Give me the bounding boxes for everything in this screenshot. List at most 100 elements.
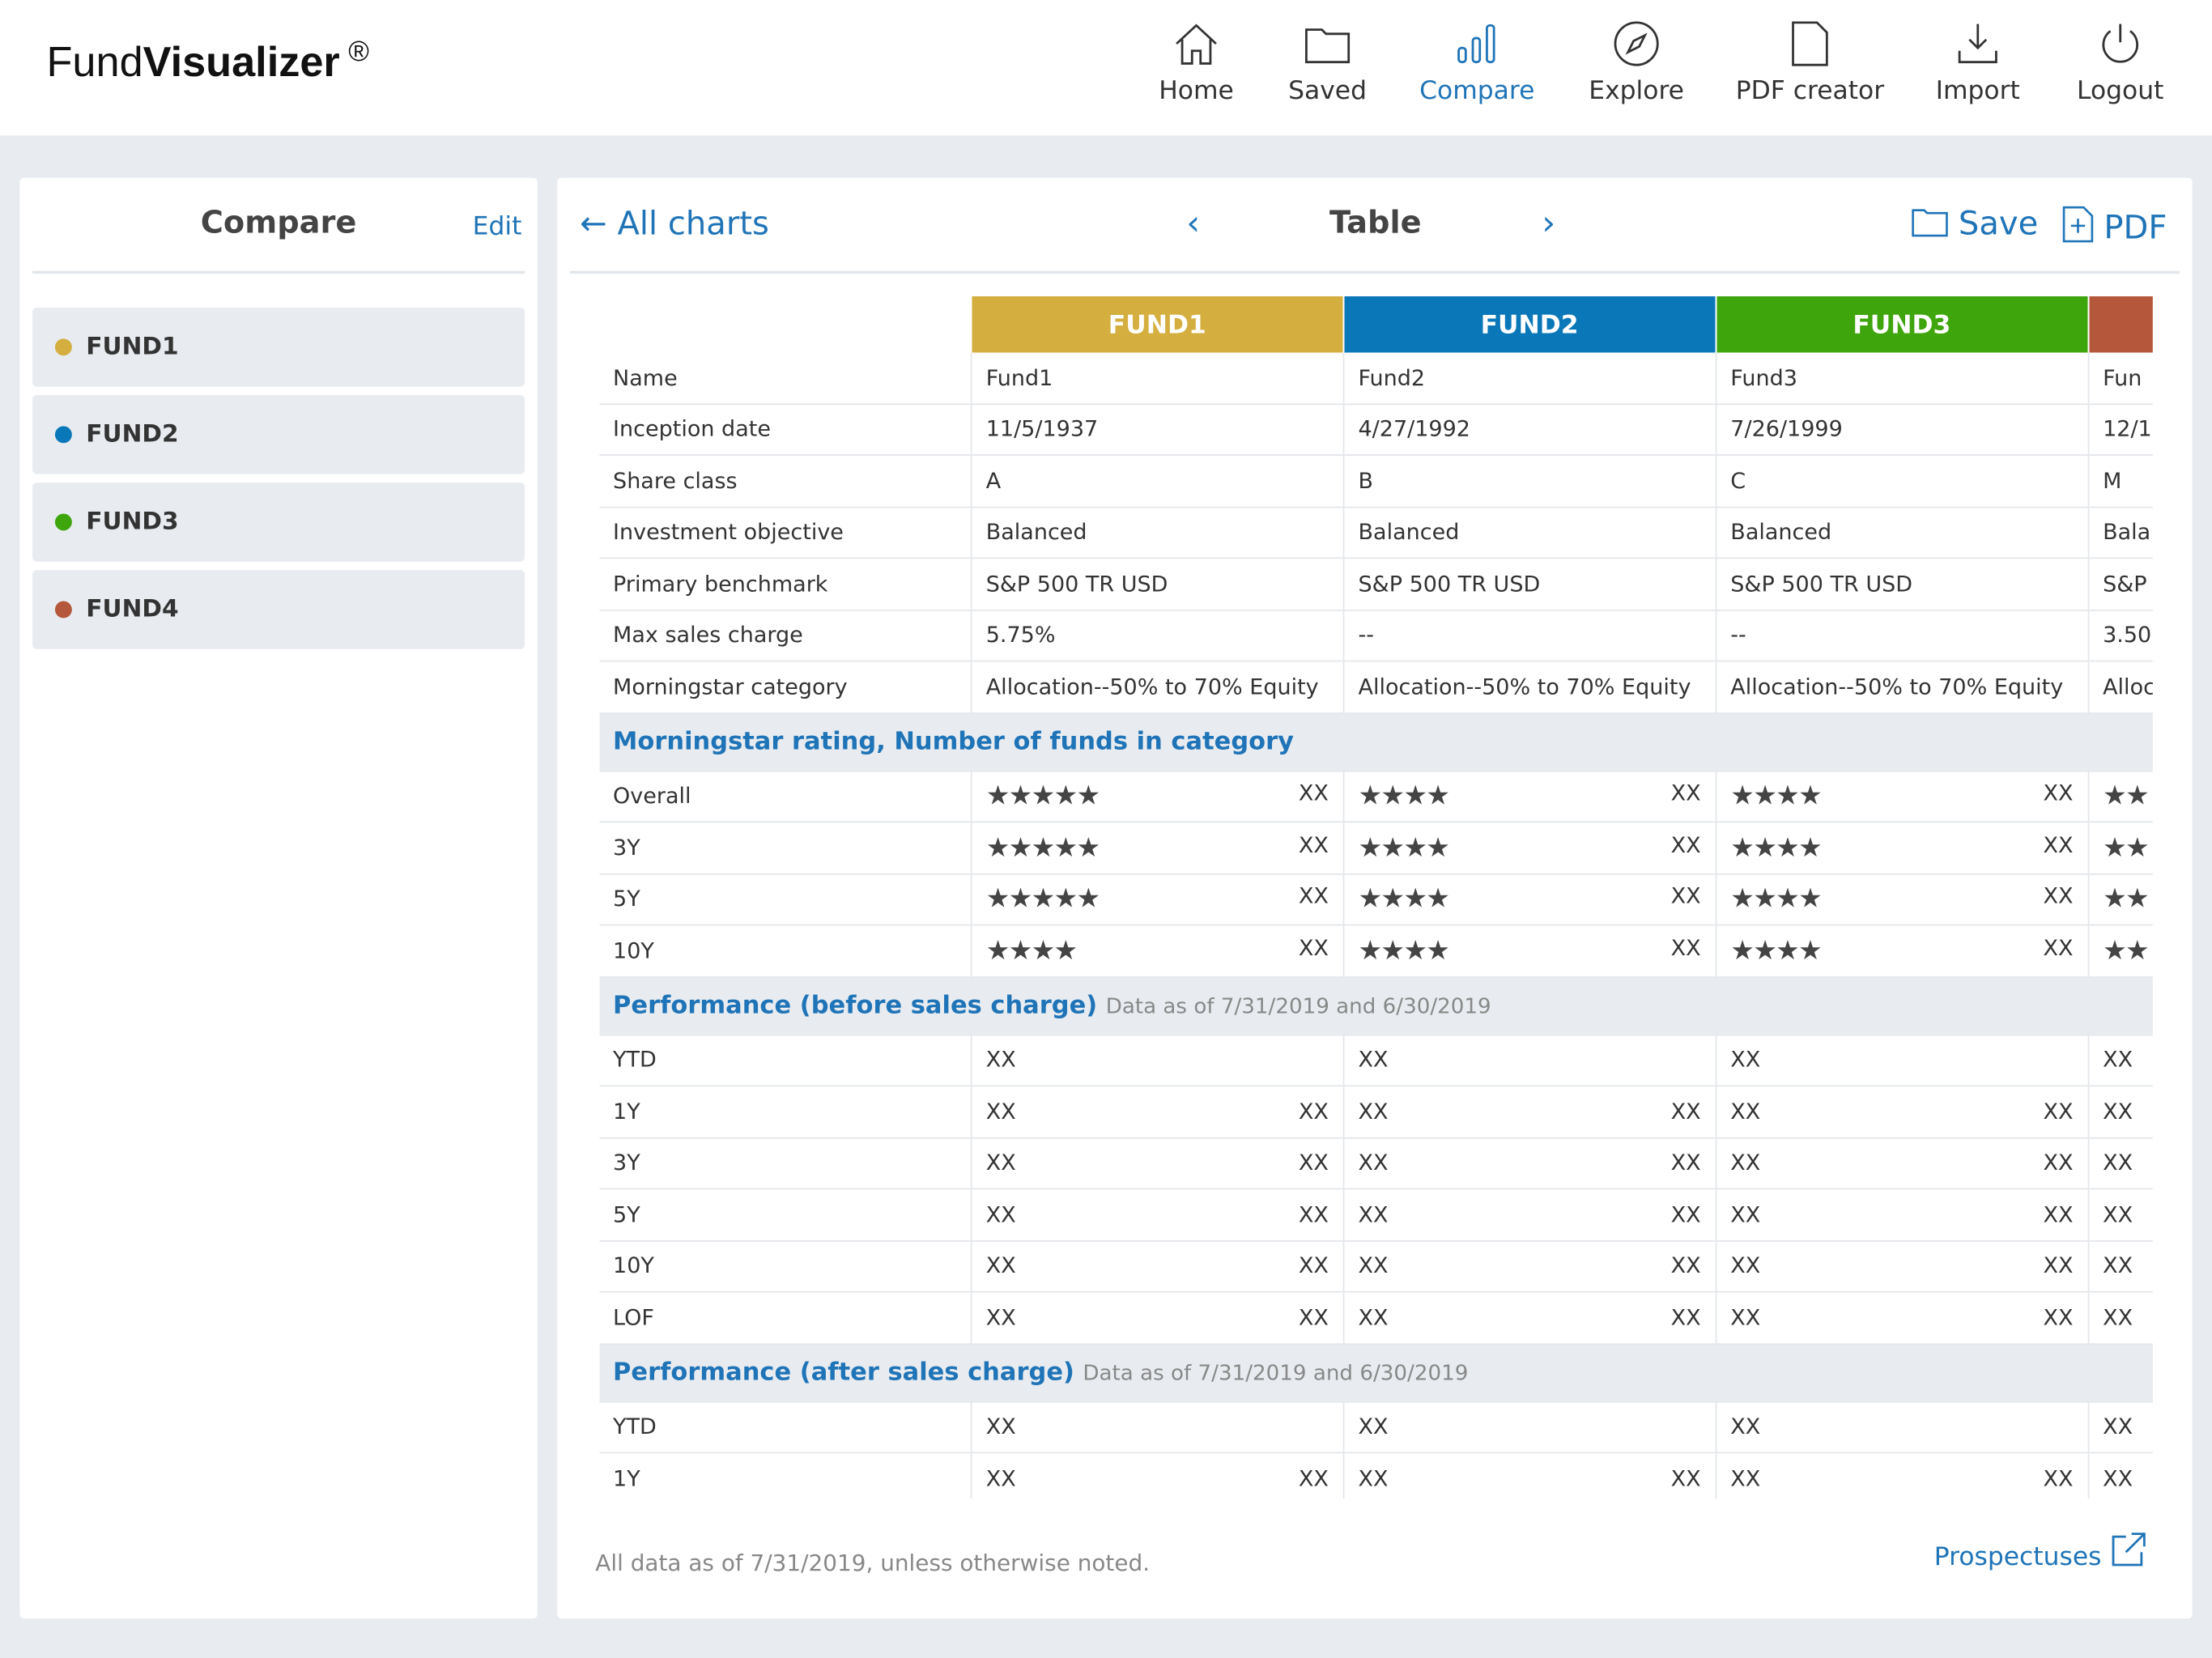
cell: XX ★★★★ bbox=[1715, 822, 2088, 874]
fund-count: XX bbox=[1298, 780, 1329, 806]
cell: Allocation--50% to 70% Equity bbox=[1342, 661, 1716, 714]
edit-link[interactable]: Edit bbox=[472, 211, 522, 242]
cell: XX bbox=[2087, 1137, 2153, 1190]
fund-header bbox=[2087, 296, 2153, 353]
cell-value: XX bbox=[1730, 1099, 1761, 1124]
cell: ★★ bbox=[2087, 770, 2153, 823]
cell: Fund3 bbox=[1715, 352, 2088, 405]
cell: Fund1 bbox=[970, 352, 1344, 405]
fund-button[interactable]: FUND2 bbox=[32, 395, 525, 474]
fund-dot bbox=[54, 338, 72, 356]
data-row: YTD XX XX XX XX bbox=[598, 1034, 2153, 1087]
fund-button[interactable]: FUND4 bbox=[32, 570, 525, 649]
fund-count: XX bbox=[1670, 935, 1701, 961]
cell-value: XX bbox=[1730, 1304, 1761, 1331]
cell: XX bbox=[1715, 1401, 2088, 1454]
row-label: Max sales charge bbox=[598, 609, 972, 662]
section-row: Performance (after sales charge) Data as … bbox=[598, 1343, 2153, 1402]
cell-value-right: XX bbox=[1298, 1099, 1329, 1124]
cell: XX bbox=[2087, 1452, 2153, 1499]
cell: XX XX bbox=[1342, 1188, 1716, 1241]
cell-value: XX bbox=[1358, 1304, 1389, 1331]
fund-button[interactable]: FUND3 bbox=[32, 483, 525, 562]
logo[interactable]: FundVisualizer ® bbox=[46, 36, 368, 87]
back-link[interactable]: ← All charts bbox=[580, 206, 769, 243]
prospectuses-link[interactable]: Prospectuses bbox=[1934, 1529, 2149, 1572]
data-row: 10Y XX ★★★★ XX ★★★★ XX ★★★★ ★★ bbox=[598, 925, 2153, 978]
nav-item[interactable]: Logout bbox=[2064, 19, 2176, 106]
cell-value: XX bbox=[985, 1150, 1016, 1176]
view-title: Table bbox=[1329, 206, 1422, 242]
cell: XX XX bbox=[970, 1291, 1344, 1345]
star-rating: ★★★★★ bbox=[985, 831, 1100, 864]
cell-value: XX bbox=[985, 1304, 1016, 1331]
cell-value-right: XX bbox=[1298, 1150, 1329, 1176]
section-note: Data as of 7/31/2019 and 6/30/2019 bbox=[1105, 993, 1491, 1018]
save-button[interactable]: Save bbox=[1912, 206, 2038, 243]
logo-text: Fund bbox=[46, 39, 143, 87]
cell: Balanced bbox=[1342, 506, 1716, 559]
nav-item[interactable]: Explore bbox=[1577, 19, 1695, 106]
section-cell: Performance (after sales charge) Data as … bbox=[598, 1343, 2153, 1402]
cell: XX XX bbox=[1715, 1240, 2088, 1293]
section-title: Performance (before sales charge) bbox=[613, 991, 1098, 1020]
cell: XX ★★★★ bbox=[1342, 925, 1716, 978]
row-label: 3Y bbox=[598, 822, 972, 874]
next-button[interactable]: › bbox=[1542, 202, 1556, 243]
row-label: Share class bbox=[598, 455, 972, 508]
fund-count: XX bbox=[1298, 935, 1329, 961]
cell: 7/26/1999 bbox=[1715, 403, 2088, 456]
pdf-button[interactable]: PDF bbox=[2062, 206, 2167, 247]
fund-count: XX bbox=[1670, 780, 1701, 806]
section-title: Performance (after sales charge) bbox=[613, 1358, 1074, 1387]
cell: 5.75% bbox=[970, 609, 1344, 662]
row-label: 10Y bbox=[598, 925, 972, 978]
row-label: Name bbox=[598, 352, 972, 405]
cell-value: XX bbox=[2103, 1150, 2133, 1176]
nav-item[interactable]: Home bbox=[1140, 19, 1253, 106]
cell: XX XX bbox=[1715, 1188, 2088, 1241]
cell: XX bbox=[1342, 1401, 1716, 1454]
cell-value-right: XX bbox=[2043, 1465, 2074, 1491]
sidebar-title: Compare bbox=[200, 206, 357, 242]
cell-value: XX bbox=[1358, 1150, 1389, 1176]
prev-button[interactable]: ‹ bbox=[1186, 202, 1201, 243]
cell-value: XX bbox=[1358, 1047, 1389, 1073]
nav-item[interactable]: Compare bbox=[1414, 19, 1541, 106]
cell-value-right: XX bbox=[2043, 1304, 2074, 1331]
cell: XX XX bbox=[1342, 1452, 1716, 1499]
fund-button[interactable]: FUND1 bbox=[32, 307, 525, 387]
data-row: 1Y XX XX XX XX XX XX XX bbox=[598, 1452, 2153, 1499]
cell: Bala bbox=[2087, 506, 2153, 559]
fund-label: FUND4 bbox=[86, 595, 179, 624]
cell: XX XX bbox=[970, 1452, 1344, 1499]
star-rating: ★★ bbox=[2103, 780, 2150, 812]
data-row: Name Fund1 Fund2 Fund3 Fun bbox=[598, 352, 2153, 405]
data-row: 1Y XX XX XX XX XX XX XX bbox=[598, 1086, 2153, 1138]
star-rating: ★★ bbox=[2103, 883, 2150, 915]
fund-count: XX bbox=[2043, 831, 2074, 858]
cell-value: XX bbox=[1730, 1201, 1761, 1227]
nav-item[interactable]: Import bbox=[1921, 19, 2034, 106]
row-label: Primary benchmark bbox=[598, 558, 972, 610]
row-label: 3Y bbox=[598, 1137, 972, 1190]
data-row: YTD XX XX XX XX bbox=[598, 1401, 2153, 1454]
fund-count: XX bbox=[1670, 883, 1701, 909]
cell-value-right: XX bbox=[1298, 1465, 1329, 1491]
cell: 11/5/1937 bbox=[970, 403, 1344, 456]
fund-label: FUND2 bbox=[86, 420, 179, 449]
fund-dot bbox=[54, 426, 72, 444]
nav-item[interactable]: PDF creator bbox=[1733, 19, 1888, 106]
cell: Balanced bbox=[1715, 506, 2088, 559]
cell: XX bbox=[1342, 1034, 1716, 1087]
row-label: Overall bbox=[598, 770, 972, 823]
cell: XX XX bbox=[1715, 1452, 2088, 1499]
cell-value: XX bbox=[2103, 1304, 2133, 1331]
nav-item[interactable]: Saved bbox=[1271, 19, 1384, 106]
row-label: 1Y bbox=[598, 1086, 972, 1138]
star-rating: ★★★★ bbox=[1358, 935, 1451, 967]
fund-header: FUND3 bbox=[1715, 296, 2088, 353]
cell: XX bbox=[1715, 1034, 2088, 1087]
cell-value-right: XX bbox=[1670, 1099, 1701, 1124]
section-title: Morningstar rating, Number of funds in c… bbox=[613, 727, 1295, 756]
